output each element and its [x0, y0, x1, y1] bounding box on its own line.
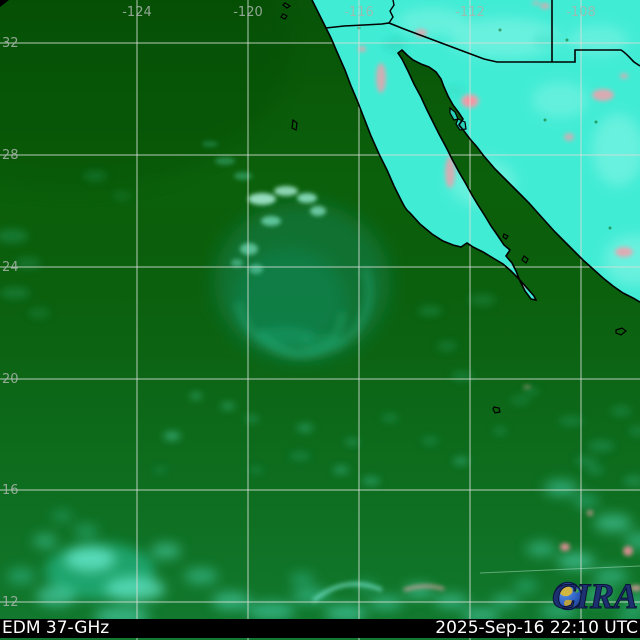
footer-bar: EDM 37-GHz 2025-Sep-16 22:10 UTC — [0, 619, 640, 638]
lon-label: -108 — [566, 5, 596, 20]
colorado-river-border — [388, 0, 395, 24]
island — [502, 233, 509, 240]
itcz-cloud-band — [7, 480, 640, 625]
island — [521, 255, 529, 264]
logo-text: CIRA — [552, 576, 638, 616]
island — [280, 13, 288, 20]
lat-label: 32 — [2, 36, 19, 51]
lat-label: 12 — [2, 595, 19, 610]
tropical-storm-clouds — [202, 141, 390, 362]
globe-icon — [553, 581, 583, 611]
corner-artifact — [0, 0, 9, 7]
lon-label: -112 — [455, 5, 485, 20]
storm-bright-streaks — [202, 141, 326, 274]
island-guadalupe — [291, 118, 298, 131]
ocean-cloud-wisps — [0, 171, 640, 487]
us-mexico-border — [325, 22, 640, 67]
lat-label: 16 — [2, 483, 19, 498]
timestamp: 2025-Sep-16 22:10 UTC — [435, 618, 638, 638]
coastline — [311, 0, 640, 303]
swath-edge-artifact — [479, 565, 640, 574]
land-fill — [312, 0, 640, 302]
island-marias — [615, 327, 627, 336]
islands — [280, 2, 627, 414]
lon-label: -120 — [233, 5, 263, 20]
lat-label: 28 — [2, 148, 19, 163]
lon-label: -116 — [344, 5, 374, 20]
product-label: EDM 37-GHz — [2, 618, 110, 638]
itcz-cloud-detail — [311, 385, 640, 603]
lon-label: -124 — [122, 5, 152, 20]
cira-logo: CIRA — [552, 576, 639, 617]
lat-label: 24 — [2, 260, 19, 275]
island-socorro — [492, 406, 501, 414]
island-angel — [449, 106, 459, 121]
island — [282, 2, 292, 9]
lat-label: 20 — [2, 372, 19, 387]
landmass-na-mexico — [312, 0, 640, 302]
boundaries — [311, 0, 640, 303]
latlon-grid-labels: -124 -120 -116 -112 -108 32 28 24 20 16 12 — [2, 5, 596, 610]
